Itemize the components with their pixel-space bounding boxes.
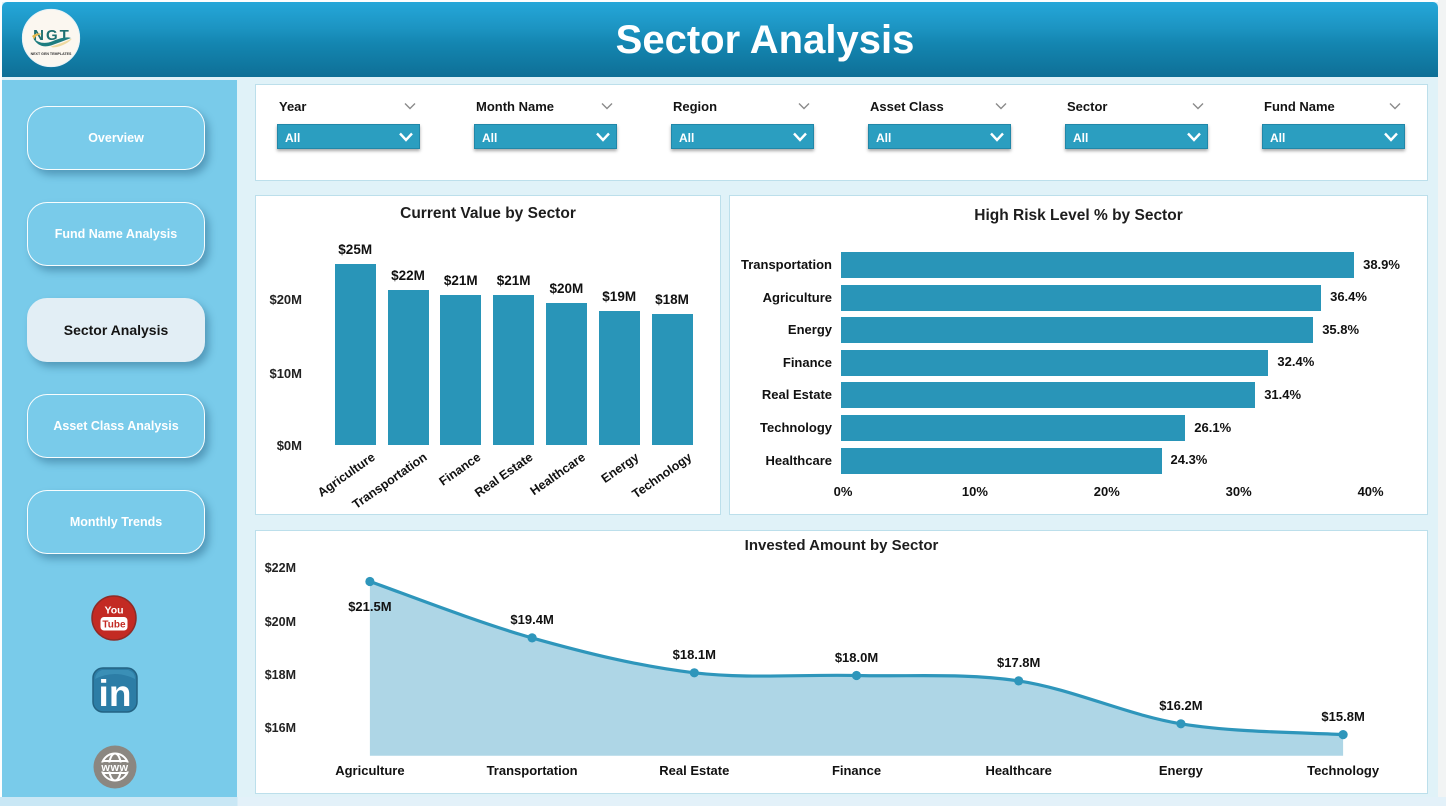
svg-text:NEXT GEN TEMPLATES: NEXT GEN TEMPLATES bbox=[31, 52, 72, 56]
svg-text:You: You bbox=[104, 605, 123, 617]
svg-text:Tube: Tube bbox=[102, 620, 126, 631]
svg-text:www: www bbox=[100, 762, 128, 774]
svg-text:in: in bbox=[99, 673, 132, 713]
